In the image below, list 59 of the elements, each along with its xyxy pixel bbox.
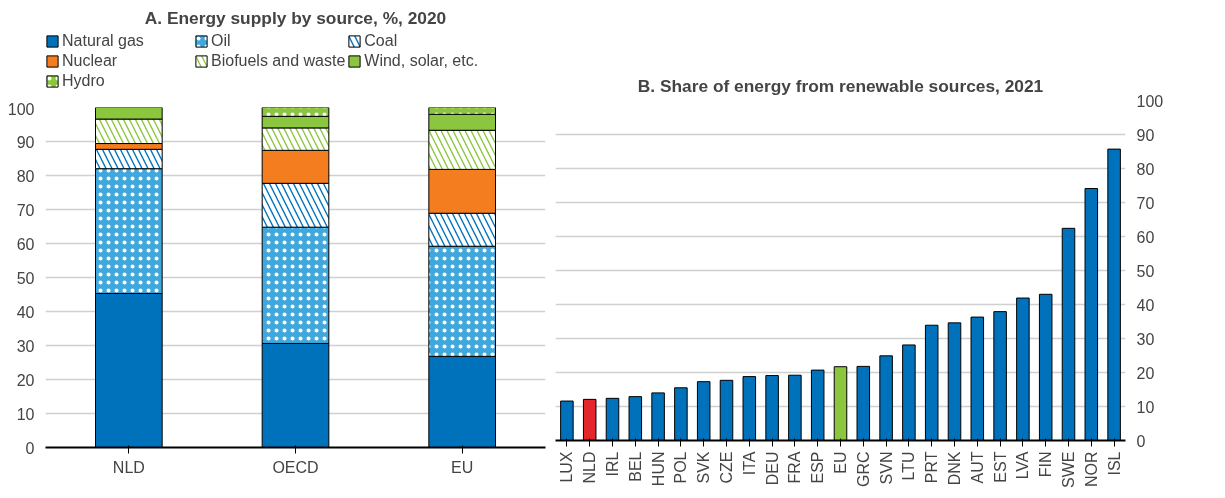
y-tick-label: 30 xyxy=(16,337,35,355)
chart-title: A. Energy supply by source, %, 2020 xyxy=(144,7,447,28)
x-tick-label: SWE xyxy=(1060,451,1077,488)
x-tick-label: EU xyxy=(832,451,849,474)
y-tick-label: 40 xyxy=(16,303,35,321)
y-tick-label: 70 xyxy=(16,201,35,219)
y-tick-label: 30 xyxy=(1136,330,1155,348)
legend-label: Hydro xyxy=(62,72,106,90)
x-tick-label: GRC xyxy=(854,451,872,488)
x-tick-label: AUT xyxy=(968,451,986,484)
y-tick-label: 40 xyxy=(1136,296,1155,314)
y-tick-label: 70 xyxy=(1136,194,1155,212)
legend-label: Coal xyxy=(364,32,399,50)
x-tick-label: PRT xyxy=(923,451,941,484)
x-tick-label: DEU xyxy=(763,451,781,486)
legend-label: Nuclear xyxy=(62,52,119,70)
legend-label: Wind, solar, etc. xyxy=(364,52,480,70)
y-tick-label: 50 xyxy=(1136,262,1155,280)
chart-title: B. Share of energy from renewable sources, 2021 xyxy=(637,75,1044,96)
x-tick-label: CZE xyxy=(718,451,735,484)
x-tick-label: POL xyxy=(672,451,690,484)
y-tick-label: 80 xyxy=(16,167,35,185)
y-tick-label: 20 xyxy=(16,371,35,389)
x-tick-label: BEL xyxy=(626,451,644,482)
x-tick-label: HUN xyxy=(649,451,667,487)
x-tick-label: ITA xyxy=(740,451,758,476)
x-tick-label: ISL xyxy=(1105,451,1123,476)
y-tick-label: 20 xyxy=(1136,364,1155,382)
legend-label: Biofuels and waste xyxy=(211,52,346,70)
x-tick-label: SVN xyxy=(877,451,895,485)
y-tick-label: 90 xyxy=(16,133,35,151)
y-tick-label: 10 xyxy=(16,405,35,423)
x-tick-label: DNK xyxy=(946,451,963,486)
x-tick-label: IRL xyxy=(604,451,621,477)
y-tick-label: 90 xyxy=(1136,126,1155,144)
x-tick-label: LVA xyxy=(1014,451,1032,480)
y-tick-label: 0 xyxy=(25,439,35,457)
x-tick-label: ESP xyxy=(809,451,827,484)
x-tick-label: NLD xyxy=(581,451,599,484)
y-tick-label: 50 xyxy=(16,269,35,287)
y-tick-label: 60 xyxy=(16,235,35,253)
y-tick-label: 100 xyxy=(7,100,35,118)
x-tick-label: EST xyxy=(991,451,1009,483)
x-tick-label: LUX xyxy=(558,451,576,483)
y-tick-label: 100 xyxy=(1136,92,1164,110)
y-tick-label: 0 xyxy=(1136,432,1146,450)
x-tick-label: OECD xyxy=(272,458,319,476)
y-tick-label: 10 xyxy=(1136,398,1155,416)
x-tick-label: EU xyxy=(451,458,474,476)
legend-label: Oil xyxy=(211,32,232,50)
x-tick-label: SVK xyxy=(695,451,713,484)
y-tick-label: 60 xyxy=(1136,228,1155,246)
legend-label: Natural gas xyxy=(62,32,145,50)
x-tick-label: FIN xyxy=(1037,451,1055,478)
x-tick-label: LTU xyxy=(900,451,918,481)
x-tick-label: FRA xyxy=(786,451,804,484)
y-tick-label: 80 xyxy=(1136,160,1155,178)
x-tick-label: NLD xyxy=(112,458,145,476)
x-tick-label: NOR xyxy=(1082,451,1100,488)
